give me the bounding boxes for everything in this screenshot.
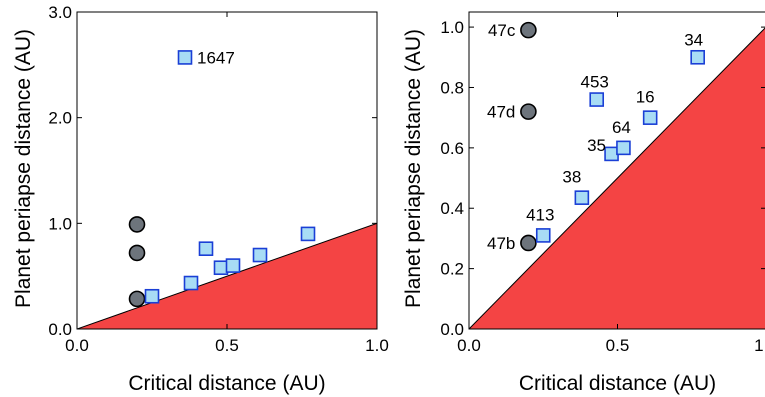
data-point-square bbox=[574, 190, 590, 205]
data-point-circle bbox=[520, 234, 537, 252]
stability-boundary-line bbox=[77, 222, 377, 329]
x-axis-label: Critical distance (AU) bbox=[128, 372, 325, 395]
point-label: 38 bbox=[562, 168, 581, 187]
point-label: 47d bbox=[487, 103, 515, 122]
data-point-square bbox=[252, 247, 268, 263]
point-label: 16 bbox=[636, 88, 655, 107]
chart-panel-2: 0.0 0.5 1.0 0.0 0.2 0.4 0.6 0.8 1.0 Critical dist… bbox=[402, 11, 765, 395]
point-label: 34 bbox=[684, 30, 703, 49]
x-tick-label: 0.5 bbox=[215, 336, 239, 355]
data-point-square bbox=[225, 258, 241, 273]
x-tick-label: 0.0 bbox=[457, 336, 481, 355]
data-point-circle bbox=[128, 244, 146, 262]
data-point-square bbox=[535, 228, 551, 243]
data-point-circle bbox=[128, 290, 146, 308]
x-tick-label: 1.0 bbox=[754, 336, 765, 355]
x-tick-label: 0.5 bbox=[606, 336, 630, 355]
y-tick-label: 0.4 bbox=[440, 199, 464, 218]
x-tick-label: 0.0 bbox=[65, 336, 89, 355]
y-axis-label: Planet periapse distance (AU) bbox=[402, 29, 425, 308]
chart-panel-1: 0.0 0.5 1.0 0.0 1.0 2.0 3.0 Critical distance (… bbox=[12, 3, 389, 395]
data-point-square bbox=[589, 92, 605, 107]
data-point-square bbox=[604, 146, 619, 162]
x-tick-label: 1.0 bbox=[365, 336, 389, 355]
y-tick-label: 0.0 bbox=[440, 320, 464, 339]
data-point-square bbox=[177, 50, 193, 65]
data-point-circle bbox=[520, 103, 537, 120]
data-point-square bbox=[642, 110, 658, 125]
y-tick-label: 0.0 bbox=[48, 320, 72, 339]
stability-boundary-line bbox=[469, 27, 765, 329]
y-tick-label: 3.0 bbox=[48, 3, 72, 22]
data-point-circle bbox=[128, 216, 146, 233]
y-tick-label: 0.8 bbox=[440, 78, 464, 97]
y-tick-label: 2.0 bbox=[48, 109, 72, 128]
y-tick-label: 0.6 bbox=[440, 139, 464, 158]
point-label: 47b bbox=[487, 234, 515, 253]
y-tick-label: 1.0 bbox=[48, 214, 72, 233]
y-tick-label: 1.0 bbox=[440, 18, 464, 37]
point-label: 413 bbox=[526, 205, 554, 224]
data-point-square bbox=[213, 260, 229, 276]
x-axis-label: Critical distance (AU) bbox=[519, 372, 716, 395]
point-label: 1647 bbox=[197, 48, 235, 67]
data-point-square bbox=[690, 49, 705, 65]
data-point-square bbox=[616, 140, 631, 156]
data-point-square bbox=[183, 275, 199, 291]
y-tick-label: 0.2 bbox=[440, 260, 464, 279]
point-label: 47c bbox=[488, 21, 516, 40]
point-label: 64 bbox=[612, 118, 631, 137]
data-point-circle bbox=[520, 21, 537, 39]
y-axis-label: Planet periapse distance (AU) bbox=[12, 29, 35, 308]
point-label: 453 bbox=[581, 73, 609, 92]
data-point-square bbox=[144, 288, 160, 304]
data-point-square bbox=[300, 226, 316, 242]
data-point-square bbox=[198, 241, 214, 256]
point-label: 35 bbox=[587, 136, 606, 155]
